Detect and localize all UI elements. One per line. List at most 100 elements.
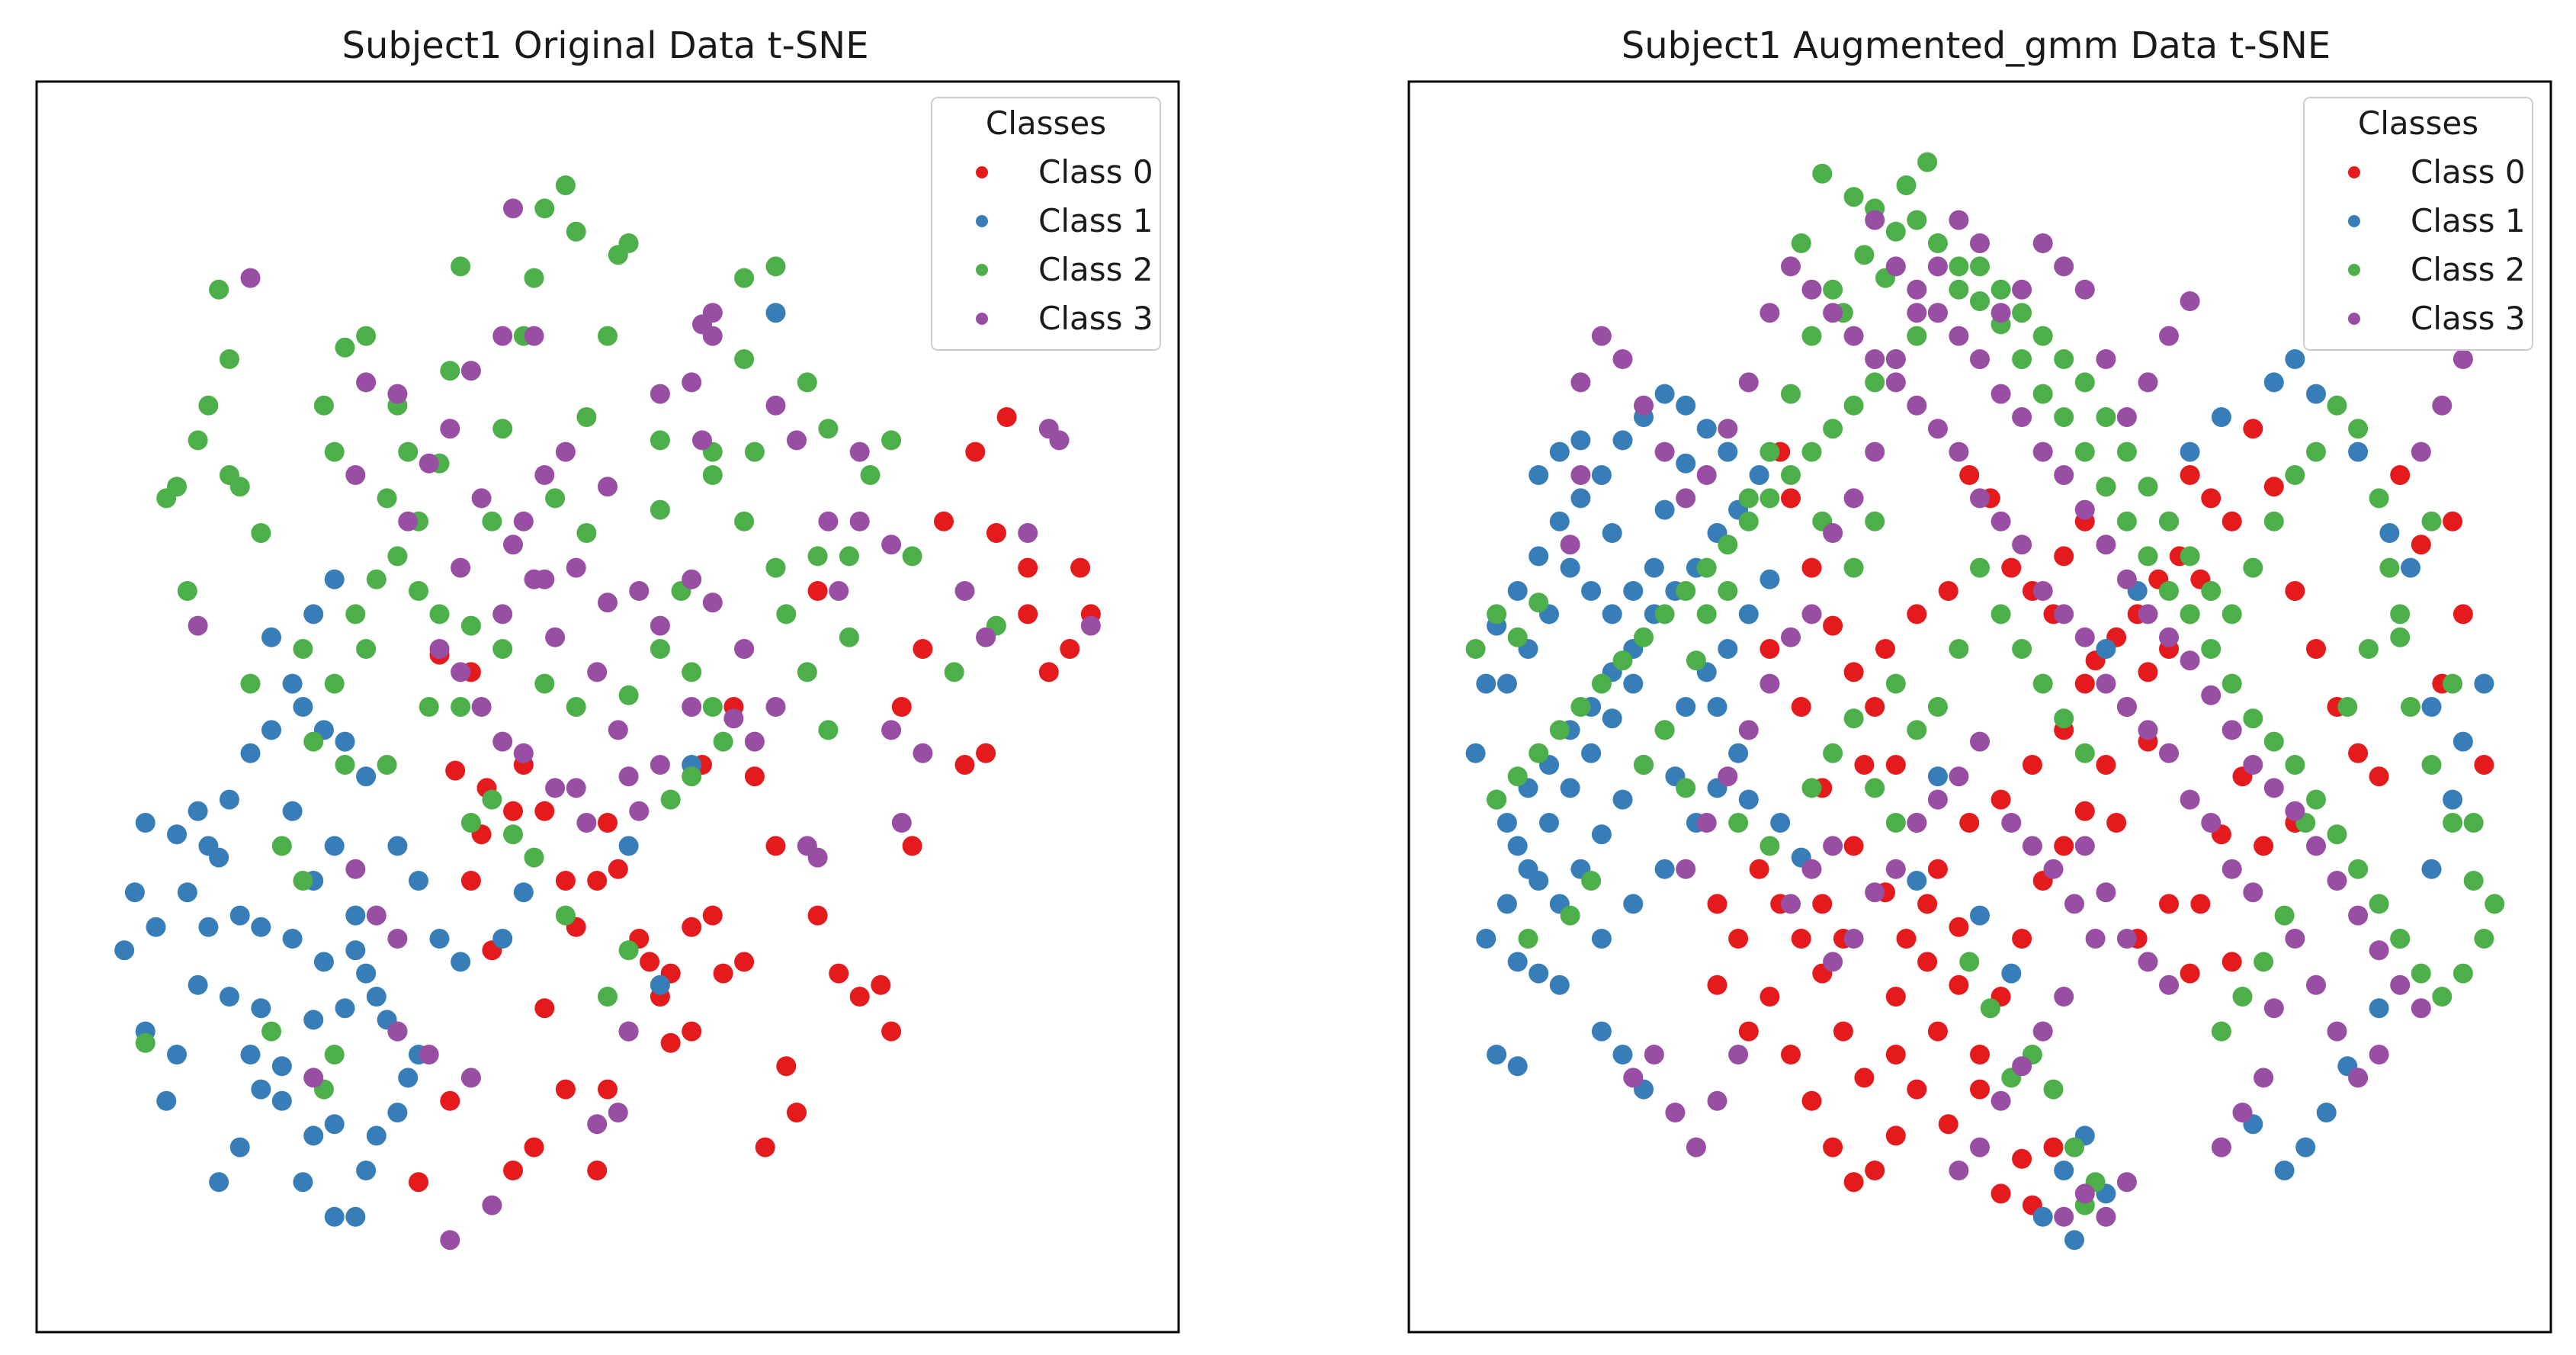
scatter-point-class-2 — [2012, 303, 2032, 323]
scatter-point-class-3 — [2201, 685, 2222, 705]
scatter-point-class-2 — [2201, 639, 2222, 659]
scatter-point-class-2 — [2032, 384, 2053, 404]
scatter-point-class-2 — [1465, 639, 1486, 659]
scatter-point-class-2 — [2096, 477, 2116, 497]
scatter-point-class-0 — [2022, 755, 2042, 775]
scatter-point-class-3 — [513, 511, 534, 531]
scatter-point-class-2 — [2369, 894, 2389, 914]
scatter-point-class-2 — [2074, 743, 2095, 763]
scatter-point-class-2 — [460, 615, 481, 636]
scatter-point-class-3 — [1080, 615, 1101, 636]
scatter-point-class-2 — [1949, 256, 1969, 277]
scatter-point-class-3 — [2012, 1056, 2032, 1077]
scatter-point-class-1 — [1476, 929, 1497, 949]
scatter-point-class-3 — [1843, 326, 1864, 346]
scatter-point-class-3 — [1018, 523, 1038, 543]
scatter-point-class-3 — [2032, 581, 2053, 601]
scatter-point-class-2 — [1949, 639, 1969, 659]
scatter-point-class-3 — [387, 1021, 408, 1042]
scatter-point-class-1 — [1749, 465, 1769, 485]
scatter-point-class-1 — [229, 905, 250, 926]
scatter-point-class-1 — [2316, 1103, 2337, 1122]
scatter-point-class-2 — [335, 337, 355, 358]
scatter-point-class-2 — [765, 557, 786, 578]
scatter-point-class-2 — [1718, 581, 1738, 601]
scatter-point-class-3 — [2159, 975, 2179, 995]
scatter-point-class-2 — [1738, 488, 1759, 509]
scatter-point-class-0 — [1875, 639, 1895, 659]
legend-marker-class-3 — [2348, 313, 2360, 325]
scatter-point-class-3 — [629, 581, 650, 601]
scatter-point-class-0 — [1843, 662, 1864, 682]
scatter-point-class-2 — [460, 813, 481, 833]
scatter-point-class-1 — [335, 731, 355, 752]
scatter-point-class-1 — [2211, 407, 2231, 427]
scatter-point-class-2 — [2463, 871, 2484, 891]
points-layer — [1465, 152, 2505, 1251]
scatter-point-class-2 — [576, 407, 597, 427]
scatter-point-class-2 — [2401, 697, 2420, 717]
scatter-point-class-0 — [2012, 1148, 2032, 1169]
scatter-point-class-1 — [324, 836, 345, 856]
scatter-point-class-1 — [198, 917, 219, 937]
scatter-point-class-3 — [2074, 499, 2095, 520]
scatter-point-class-2 — [198, 395, 219, 416]
scatter-point-class-1 — [451, 952, 471, 972]
scatter-point-class-3 — [587, 662, 608, 682]
scatter-point-class-1 — [1591, 465, 1612, 485]
legend-marker-class-1 — [976, 215, 988, 227]
scatter-point-class-2 — [1738, 511, 1759, 531]
scatter-point-class-0 — [640, 952, 660, 972]
scatter-point-class-3 — [1623, 1068, 1644, 1088]
scatter-point-class-1 — [1560, 778, 1580, 798]
scatter-point-class-3 — [618, 1021, 639, 1042]
scatter-point-class-1 — [1602, 604, 1622, 625]
scatter-point-class-2 — [2390, 627, 2411, 647]
scatter-point-class-3 — [429, 639, 450, 659]
scatter-point-class-0 — [2369, 766, 2389, 787]
scatter-point-class-3 — [1885, 349, 1906, 369]
scatter-point-class-0 — [871, 975, 891, 995]
scatter-point-class-0 — [2001, 557, 2022, 578]
scatter-point-class-3 — [545, 778, 566, 798]
scatter-point-class-1 — [282, 929, 303, 949]
scatter-point-class-1 — [1487, 1045, 1507, 1064]
scatter-point-class-2 — [1801, 778, 1822, 798]
scatter-point-class-3 — [1781, 627, 1801, 647]
scatter-point-class-2 — [2358, 639, 2379, 659]
scatter-point-class-2 — [1865, 778, 1885, 798]
scatter-point-class-0 — [1833, 1021, 1853, 1042]
scatter-point-class-2 — [902, 546, 922, 567]
scatter-point-class-0 — [2012, 929, 2032, 949]
scatter-point-class-3 — [2254, 1068, 2274, 1088]
scatter-point-class-0 — [2074, 673, 2095, 694]
scatter-panel-augmented: Subject1 Augmented_gmm Data t-SNE Classe… — [1407, 24, 2552, 1334]
scatter-point-class-3 — [2222, 859, 2242, 879]
scatter-point-class-2 — [2222, 673, 2242, 694]
scatter-point-class-0 — [702, 905, 723, 926]
scatter-point-class-1 — [398, 1068, 419, 1088]
scatter-point-class-1 — [293, 697, 313, 717]
scatter-point-class-1 — [1591, 824, 1612, 845]
scatter-point-class-3 — [566, 557, 586, 578]
scatter-point-class-3 — [2001, 813, 2022, 833]
legend-title: Classes — [986, 104, 1106, 142]
scatter-point-class-1 — [2285, 349, 2305, 369]
scatter-point-class-2 — [818, 419, 839, 439]
scatter-point-class-0 — [1991, 789, 2011, 810]
scatter-point-class-2 — [2452, 963, 2473, 984]
scatter-point-class-1 — [282, 801, 303, 821]
scatter-point-class-2 — [545, 488, 566, 509]
scatter-point-class-0 — [587, 871, 608, 891]
scatter-point-class-2 — [2180, 604, 2200, 625]
scatter-point-class-0 — [503, 1161, 523, 1180]
scatter-point-class-2 — [2443, 673, 2463, 694]
scatter-point-class-0 — [2285, 581, 2305, 601]
scatter-point-class-0 — [1843, 1172, 1864, 1193]
scatter-point-class-3 — [1823, 952, 1843, 972]
scatter-point-class-2 — [1781, 384, 1801, 404]
scatter-point-class-3 — [1781, 256, 1801, 277]
scatter-point-class-1 — [1676, 697, 1696, 717]
scatter-point-class-2 — [776, 604, 797, 625]
